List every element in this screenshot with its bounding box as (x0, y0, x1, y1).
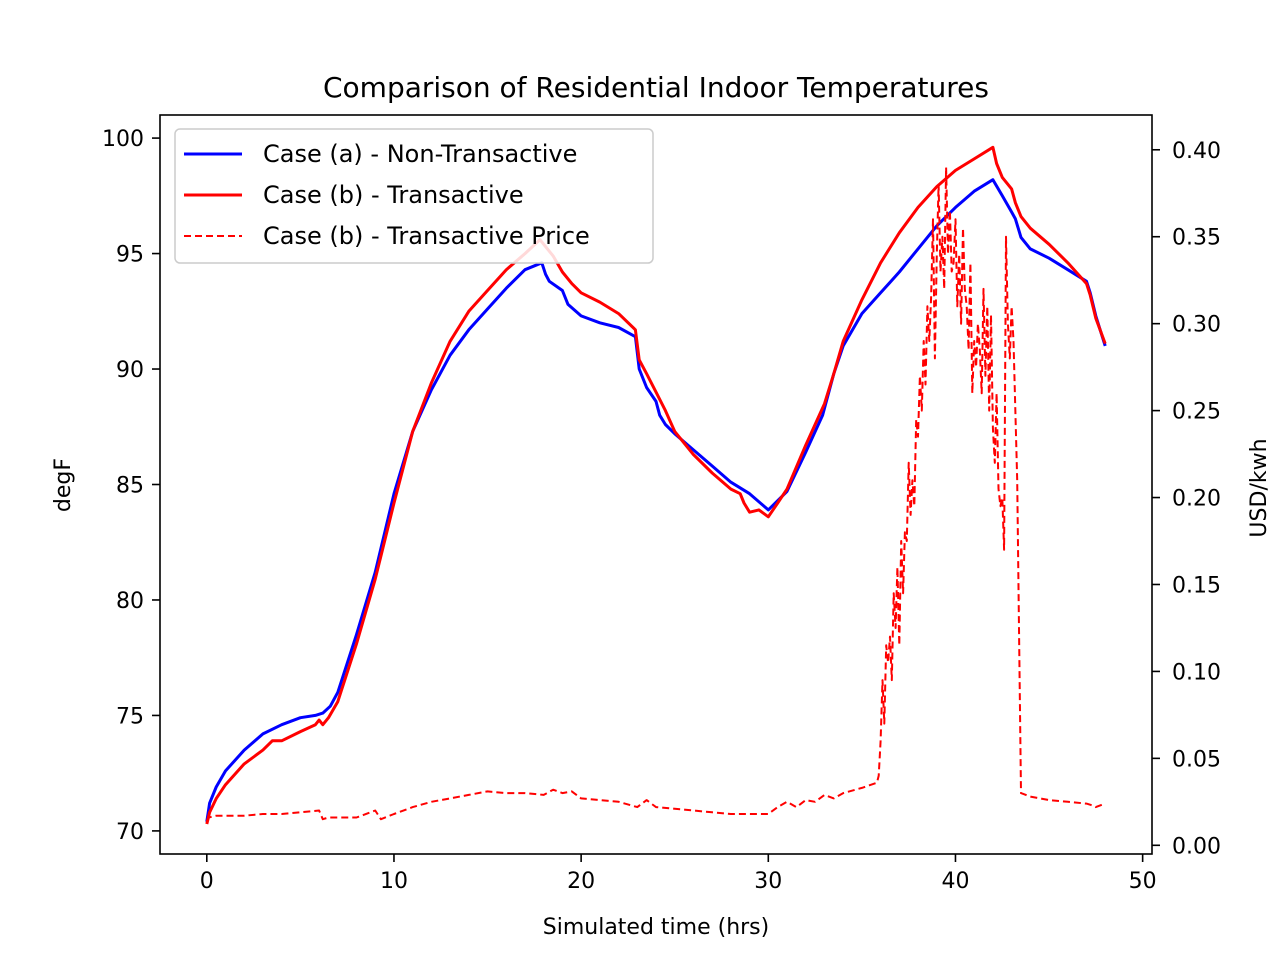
legend-label-3: Case (b) - Transactive Price (263, 222, 590, 250)
y-tick-label: 100 (102, 127, 144, 152)
y2-tick-label: 0.25 (1172, 400, 1221, 425)
y2-tick-label: 0.15 (1172, 573, 1221, 598)
series-line-2 (205, 145, 1107, 825)
x-tick-label: 50 (1129, 869, 1157, 894)
legend-label-1: Case (a) - Non-Transactive (263, 140, 577, 168)
x-tick-label: 20 (567, 869, 595, 894)
y2-tick-label: 0.40 (1172, 139, 1221, 164)
x-tick-label: 10 (380, 869, 408, 894)
y2-tick-label: 0.00 (1172, 834, 1221, 859)
y-tick-label: 90 (116, 358, 144, 383)
y2-tick-label: 0.10 (1172, 660, 1221, 685)
y-tick-label: 70 (116, 820, 144, 845)
series-layer (205, 145, 1107, 825)
y-tick-label: 75 (116, 704, 144, 729)
x-tick-label: 0 (200, 869, 214, 894)
x-axis-label: Simulated time (hrs) (543, 915, 769, 940)
x-axis: 0 10 20 30 40 50 (200, 854, 1157, 894)
y2-axis-label: USD/kwh (1247, 438, 1272, 537)
series-line-3 (205, 166, 1106, 822)
y2-tick-label: 0.35 (1172, 226, 1221, 251)
x-tick-label: 40 (941, 869, 969, 894)
y2-tick-label: 0.05 (1172, 747, 1221, 772)
y-tick-label: 80 (116, 589, 144, 614)
x-tick-label: 30 (754, 869, 782, 894)
y-axis-left: 70 75 80 85 90 95 100 (102, 127, 160, 845)
y-tick-label: 85 (116, 474, 144, 499)
legend-box (174, 128, 654, 264)
y-axis-label: degF (51, 458, 76, 512)
chart-title: Comparison of Residential Indoor Tempera… (323, 71, 989, 104)
legend-label-2: Case (b) - Transactive (263, 181, 524, 209)
y-tick-label: 95 (116, 243, 144, 268)
y2-tick-label: 0.30 (1172, 313, 1221, 338)
y2-tick-label: 0.20 (1172, 487, 1221, 512)
series-line-1 (205, 178, 1107, 822)
legend: Case (a) - Non-Transactive Case (b) - Tra… (174, 128, 654, 264)
y-axis-right: 0.00 0.05 0.10 0.15 0.20 0.25 0.30 0.35 0.40 (1152, 139, 1221, 859)
